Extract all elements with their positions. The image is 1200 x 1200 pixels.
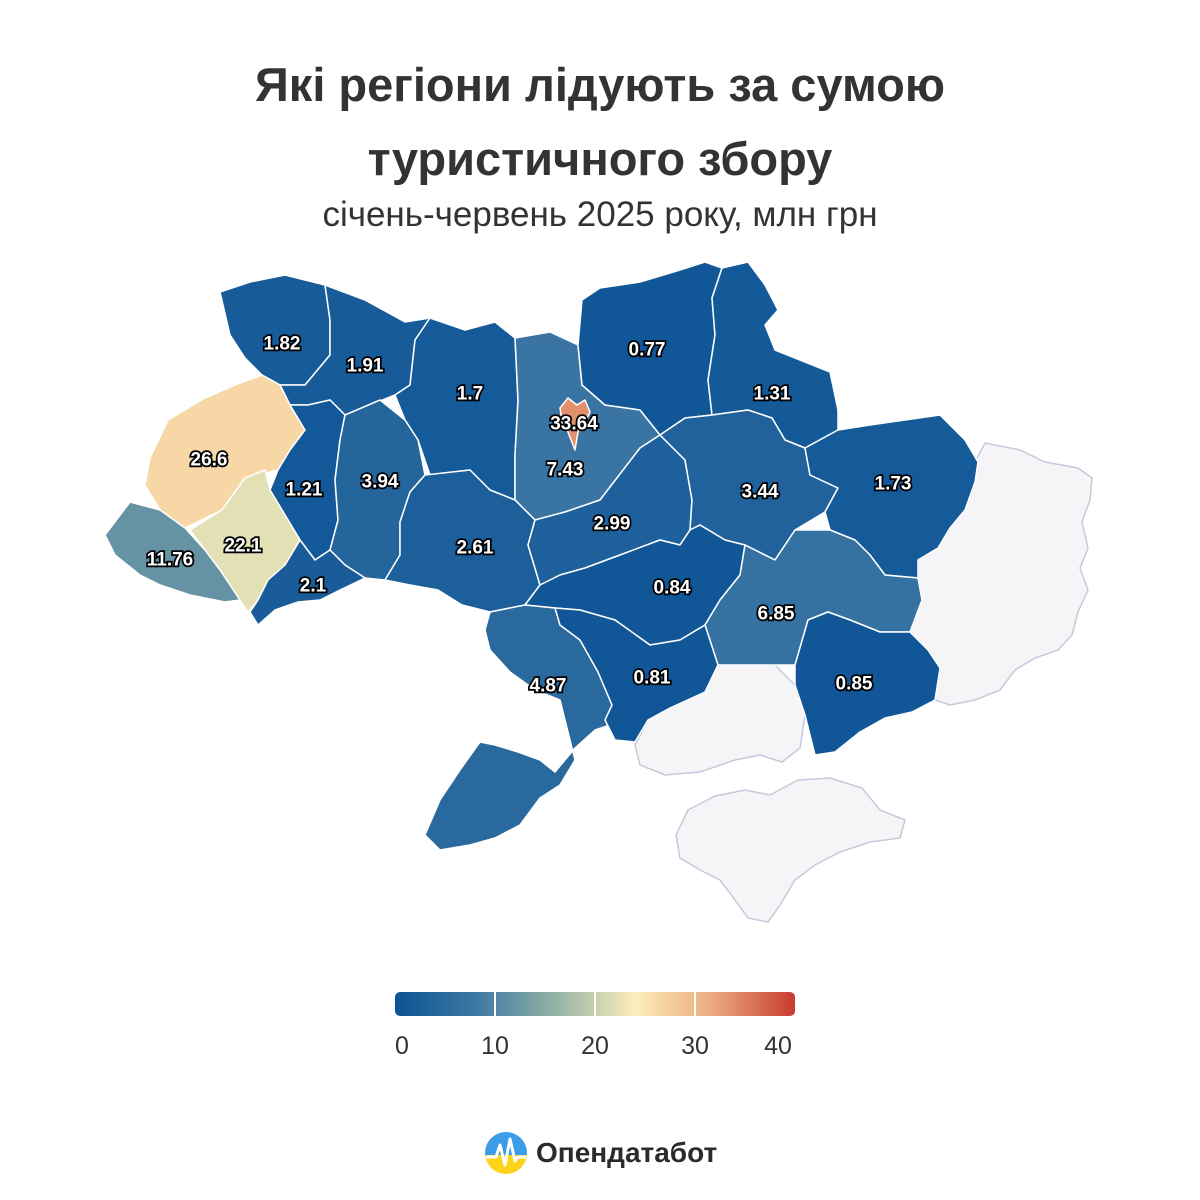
region-value-label: 3.94 (362, 472, 399, 493)
map-subtitle: січень-червень 2025 року, млн грн (322, 195, 878, 234)
region-value-label: 3.44 (742, 482, 779, 503)
opendatabot-logo-icon (485, 1132, 527, 1174)
map-region (104, 501, 241, 603)
region-value-label: 0.84 (654, 578, 691, 599)
legend-tick-label: 40 (764, 1032, 792, 1060)
region-value-label: 7.43 (547, 460, 584, 481)
map-region (794, 611, 941, 756)
region-value-label: 0.81 (634, 668, 671, 689)
region-value-label: 2.61 (457, 538, 494, 559)
region-value-label: 1.91 (347, 356, 384, 377)
region-value-label: 0.77 (629, 340, 666, 361)
region-value-label: 1.31 (754, 384, 791, 405)
map-title: Які регіони лідують за сумою туристичног… (255, 58, 945, 185)
map-region (554, 607, 719, 743)
ukraine-map: 1.82 1.91 1.7 7.43 33.64 0.77 1.31 26.6 … (104, 261, 1093, 923)
map-region (219, 274, 331, 386)
region-value-label: 11.76 (147, 550, 194, 571)
region-value-label: 2.99 (594, 514, 631, 535)
region-value-label: 1.82 (264, 334, 301, 355)
brand-logo-text: Опендатабот (536, 1137, 718, 1168)
legend-separator (694, 992, 696, 1016)
legend-tick-label: 30 (681, 1032, 709, 1060)
region-value-label: 6.85 (758, 604, 795, 625)
legend-tick-label: 20 (581, 1032, 609, 1060)
map-region (559, 397, 591, 451)
region-value-label: 1.7 (457, 384, 483, 405)
legend-tick-label: 0 (395, 1032, 409, 1060)
region-no-data (675, 777, 906, 923)
brand-logo: Опендатабот (484, 1130, 717, 1176)
region-value-label: 1.21 (286, 480, 323, 501)
region-value-label: 1.73 (875, 474, 912, 495)
region-value-label: 22.1 (225, 536, 262, 557)
region-value-label: 33.64 (550, 414, 598, 435)
legend-tick-label: 10 (481, 1032, 509, 1060)
region-value-label: 4.87 (530, 676, 567, 697)
legend-separator (594, 992, 596, 1016)
region-value-label: 26.6 (191, 450, 228, 471)
legend-separator (494, 992, 496, 1016)
region-value-label: 2.1 (300, 576, 327, 597)
map-region (249, 539, 366, 626)
region-value-label: 0.85 (836, 674, 873, 695)
